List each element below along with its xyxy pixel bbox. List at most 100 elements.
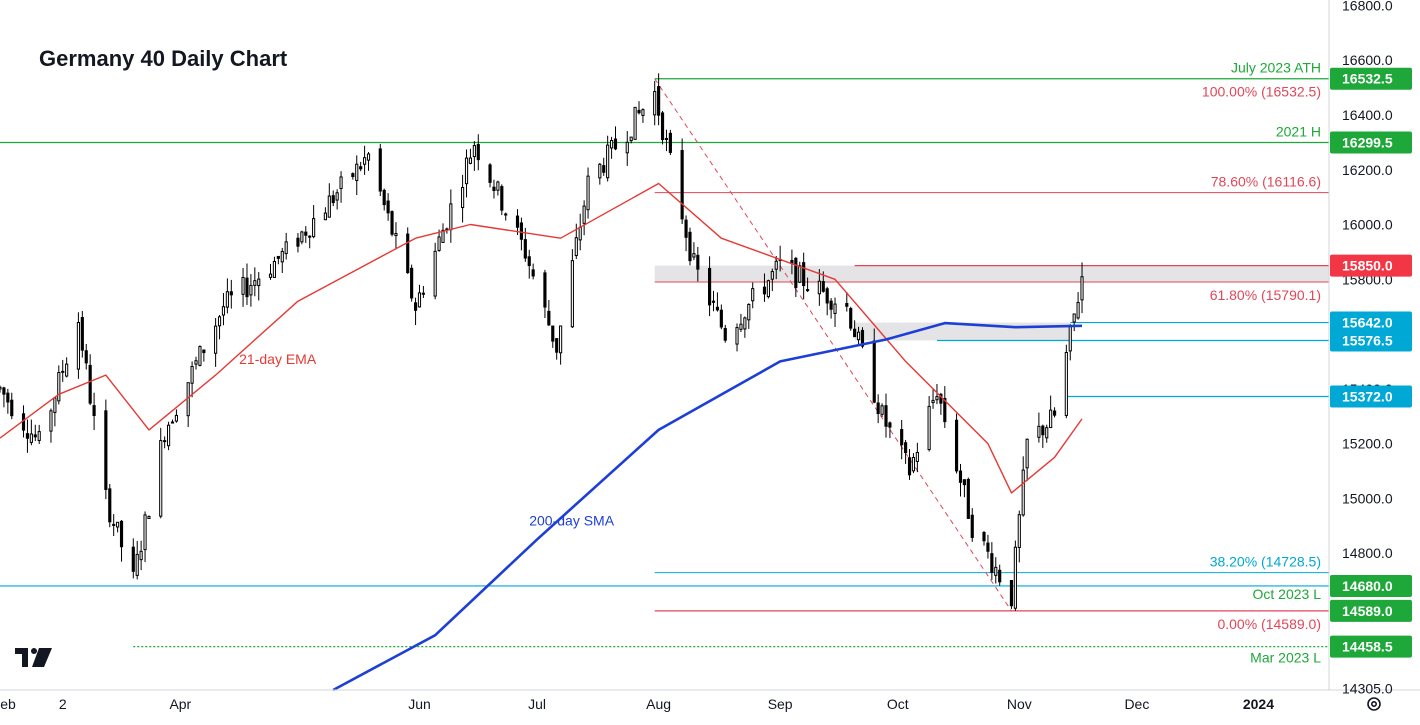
time-tick-label: Dec (1124, 696, 1149, 712)
price-badge (1330, 635, 1412, 658)
candle-body (802, 262, 806, 287)
candle-body (578, 226, 582, 241)
candle-body (65, 363, 69, 377)
price-tick-label: 14305.0 (1342, 681, 1393, 697)
candle-body (296, 237, 300, 247)
candle-body (990, 553, 994, 573)
candle-body (421, 292, 425, 295)
price-badge (1330, 385, 1412, 408)
candle-body (1041, 425, 1045, 436)
candle-body (559, 325, 563, 354)
candle-body (609, 140, 614, 149)
candle-body (653, 91, 657, 116)
time-tick-label: eb (0, 696, 16, 712)
candle-body (625, 141, 629, 154)
candle-body (300, 231, 304, 243)
candle-body (378, 148, 382, 192)
candle-body (25, 433, 30, 439)
candle-body (872, 340, 876, 403)
price-badge-text: 15576.5 (1342, 332, 1393, 348)
moving-averages (0, 182, 1083, 692)
candle-body (488, 164, 492, 183)
candle-body (92, 405, 96, 416)
candle-body (268, 273, 273, 278)
candle-body (131, 546, 135, 572)
price-tick-label: 15200.0 (1342, 436, 1393, 452)
candle-body (602, 165, 606, 173)
candle-body (888, 422, 892, 428)
time-axis[interactable]: eb 2 Apr Jun Jul Aug Sep Oct Nov Dec 2024 (0, 696, 1274, 712)
candle-body (849, 308, 853, 329)
candle-body (472, 145, 476, 158)
candle-body (437, 236, 441, 251)
price-badge-text: 14680.0 (1342, 578, 1393, 594)
candle-body (119, 520, 124, 548)
candle-body (574, 237, 578, 257)
candle-body (174, 414, 178, 422)
horizontal-levels: July 2023 ATH 2021 H Oct 2023 L Mar 2023 L (0, 60, 1329, 666)
candle-body (762, 286, 767, 295)
candle-body (112, 523, 116, 526)
settings-gear-icon[interactable] (1367, 697, 1381, 711)
candle-body (519, 222, 523, 240)
candle-body (1068, 325, 1072, 352)
candle-body (1076, 301, 1080, 319)
candle-body (492, 186, 496, 191)
candle-body (825, 288, 829, 304)
candle-body (464, 157, 469, 185)
chart-title: Germany 40 Daily Chart (39, 46, 288, 71)
candle-body (323, 212, 327, 221)
candle-body (943, 397, 947, 423)
candle-body (954, 419, 959, 472)
candle-body (606, 144, 610, 179)
candle-body (551, 325, 555, 342)
candle-body (1025, 438, 1029, 469)
time-tick-label: Aug (646, 696, 671, 712)
candle-body (766, 280, 770, 298)
candle-body (143, 514, 147, 551)
tradingview-logo-icon[interactable] (15, 648, 52, 667)
candle-body (229, 291, 233, 296)
candle-body (284, 241, 288, 255)
candle-body (163, 440, 167, 443)
candle-body (853, 328, 857, 338)
level-label: Mar 2023 L (1250, 650, 1321, 666)
candle-body (88, 364, 92, 404)
candle-body (249, 284, 253, 296)
candle-body (194, 360, 198, 365)
price-tick-label: 16000.0 (1342, 217, 1393, 233)
candle-body (1049, 409, 1053, 429)
candle-body (116, 521, 120, 528)
candle-body (708, 267, 712, 306)
candle-body (253, 280, 257, 286)
candle-body (468, 157, 473, 164)
candle-body (198, 346, 202, 366)
candle-body (637, 109, 641, 114)
candle-body (331, 195, 335, 204)
candle-body (531, 269, 535, 277)
price-tick-label: 16800.0 (1342, 0, 1393, 13)
candle-body (543, 272, 547, 308)
fib-trend-line (654, 78, 1012, 612)
candle-body (927, 405, 931, 451)
candle-body (245, 277, 249, 298)
candle-body (747, 303, 751, 321)
candle-body (312, 218, 316, 238)
price-badge-text: 14458.5 (1342, 639, 1393, 655)
time-tick-label: Jul (528, 696, 546, 712)
candle-body (1013, 546, 1017, 609)
candle-body (406, 233, 410, 274)
candle-body (76, 322, 80, 370)
candle-body (304, 231, 308, 236)
candle-body (214, 325, 218, 354)
candle-body (2, 387, 6, 395)
ema-label: 21-day EMA (239, 351, 317, 367)
candle-body (449, 203, 453, 231)
candle-body (441, 229, 445, 243)
candle-body (770, 271, 774, 280)
candle-body (586, 175, 590, 211)
sma-label: 200-day SMA (529, 513, 614, 529)
candle-body (84, 350, 88, 364)
candle-body (774, 260, 778, 270)
